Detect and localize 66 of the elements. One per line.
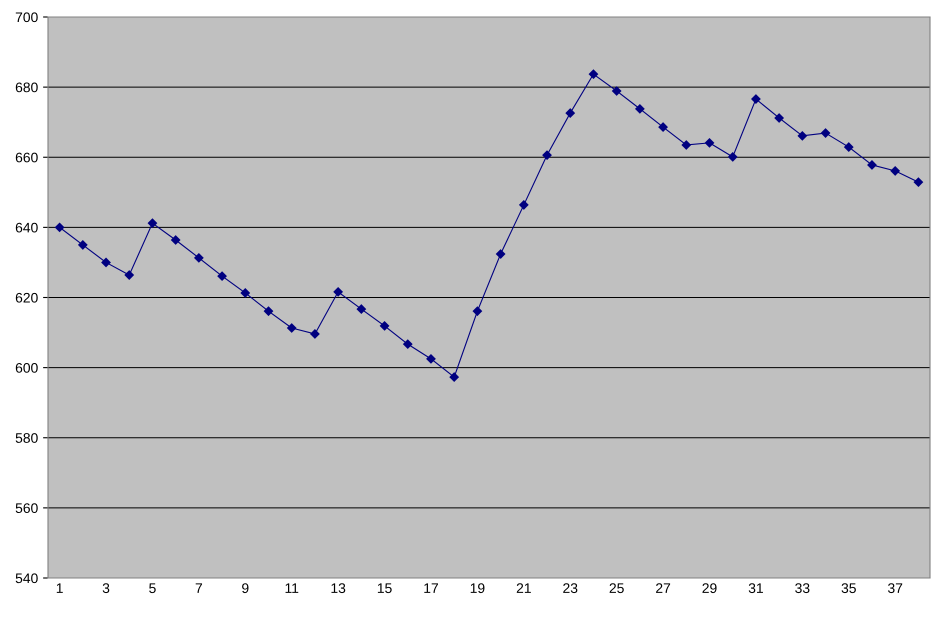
point	[774, 113, 784, 123]
point	[54, 222, 64, 232]
y-tick-label: 540	[16, 573, 38, 584]
point	[798, 131, 807, 140]
x-tick-label: 37	[888, 583, 902, 594]
point	[148, 218, 158, 228]
point	[542, 150, 552, 160]
point	[310, 329, 320, 339]
x-tick-label: 9	[242, 583, 248, 594]
point	[566, 108, 575, 118]
point	[403, 340, 412, 349]
point	[635, 104, 644, 114]
point	[588, 70, 598, 79]
point	[101, 258, 111, 268]
point	[914, 178, 924, 187]
point	[287, 323, 296, 333]
x-tick-label: 25	[610, 583, 624, 594]
x-tick-label: 21	[516, 583, 531, 593]
point	[519, 200, 528, 210]
x-tick-label: 19	[470, 583, 484, 594]
y-tick-label: 580	[16, 433, 38, 443]
x-tick-label: 1	[56, 583, 63, 593]
x-tick-label: 7	[196, 583, 202, 593]
point	[450, 372, 459, 382]
y-tick-label: 620	[16, 292, 38, 303]
y-tick-label: 600	[16, 362, 38, 373]
x-tick-label: 13	[331, 583, 346, 594]
x-tick-label: 29	[702, 583, 717, 594]
x-tick-label: 15	[378, 583, 392, 594]
y-tick-label: 640	[16, 222, 38, 233]
point	[334, 287, 343, 297]
point	[751, 94, 761, 104]
x-tick-label: 11	[286, 583, 298, 593]
x-tick-label: 31	[748, 583, 763, 594]
y-tick-label: 700	[16, 12, 38, 22]
point	[496, 249, 506, 259]
point	[844, 142, 854, 152]
y-tick-label: 560	[16, 503, 38, 514]
point	[171, 235, 180, 245]
y-tick-label: 680	[16, 82, 38, 92]
x-tick-label: 3	[102, 583, 110, 594]
point	[426, 354, 436, 364]
x-tick-label: 27	[656, 583, 670, 593]
point	[240, 288, 250, 298]
point	[820, 128, 830, 138]
point	[682, 140, 691, 150]
point	[867, 160, 877, 170]
x-tick-label: 5	[149, 583, 156, 594]
point	[472, 306, 482, 316]
x-tick-label: 35	[842, 583, 856, 594]
point	[704, 138, 714, 148]
point	[356, 304, 366, 314]
point	[264, 306, 274, 316]
point	[658, 122, 668, 132]
point	[124, 270, 134, 280]
point	[194, 253, 204, 263]
point	[890, 166, 900, 176]
x-tick-label: 33	[795, 583, 810, 594]
point	[728, 152, 738, 162]
point	[217, 271, 227, 281]
x-tick-label: 23	[563, 583, 578, 594]
x-tick-label: 17	[424, 583, 438, 593]
point	[380, 321, 390, 331]
point	[78, 240, 88, 250]
point	[612, 86, 622, 96]
y-tick-label: 660	[16, 152, 38, 162]
